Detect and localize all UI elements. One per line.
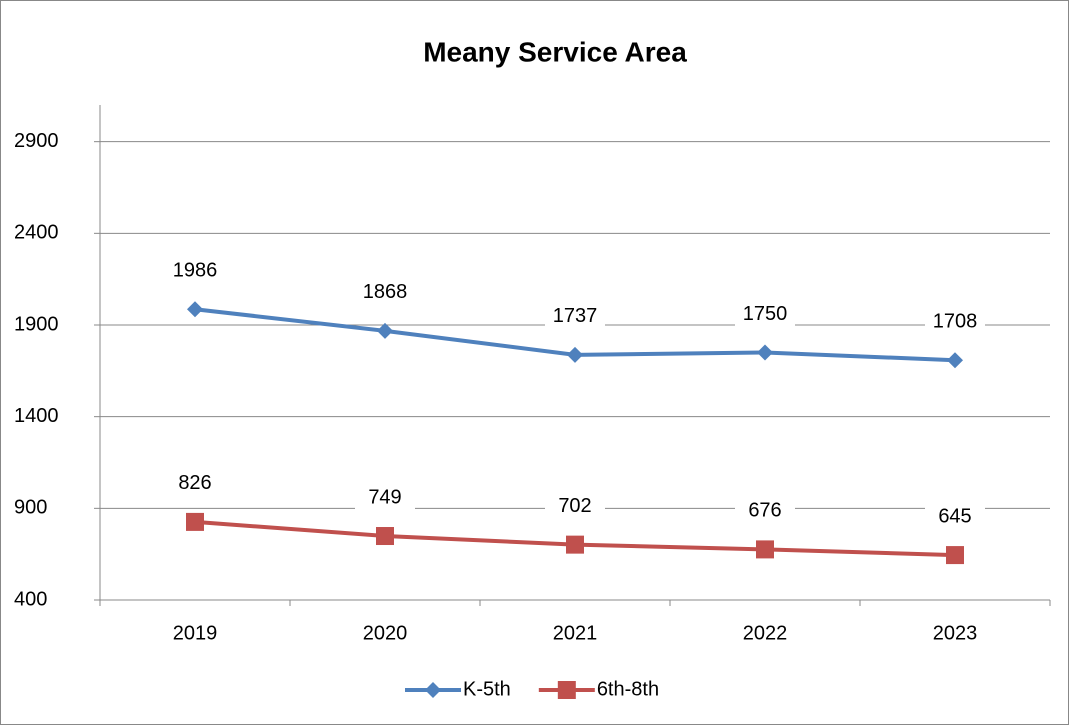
y-tick-label: 2900	[14, 130, 59, 152]
legend-label: 6th-8th	[597, 678, 659, 700]
label-bg	[355, 278, 415, 305]
label-bg	[165, 469, 225, 496]
marker	[377, 322, 393, 339]
label-bg	[355, 484, 415, 511]
marker	[947, 352, 963, 369]
legend-marker	[557, 681, 576, 699]
data-label: 702	[558, 495, 591, 517]
data-label: 1750	[743, 303, 788, 325]
marker	[376, 527, 394, 546]
y-tick-label: 1400	[14, 405, 59, 427]
x-tick-label: 2022	[743, 622, 788, 644]
label-bg	[545, 492, 605, 519]
x-tick-label: 2019	[173, 622, 218, 644]
marker	[946, 546, 964, 565]
marker	[567, 346, 583, 363]
label-bg	[545, 302, 605, 329]
x-tick-label: 2020	[363, 622, 408, 644]
data-label: 1986	[173, 260, 218, 282]
marker	[756, 540, 774, 559]
data-label: 826	[178, 472, 211, 494]
data-label: 676	[748, 500, 781, 522]
label-bg	[925, 503, 985, 530]
label-bg	[735, 497, 795, 524]
label-bg	[165, 257, 225, 284]
marker	[757, 344, 773, 361]
data-label: 749	[368, 486, 401, 508]
x-tick-label: 2023	[933, 622, 978, 644]
marker	[187, 301, 203, 318]
label-bg	[735, 300, 795, 327]
data-label: 645	[938, 505, 971, 527]
chart-title: Meany Service Area	[423, 36, 687, 67]
legend-marker	[425, 682, 441, 698]
y-tick-label: 1900	[14, 313, 59, 335]
legend-label: K-5th	[463, 678, 511, 700]
data-label: 1868	[363, 281, 408, 303]
data-label: 1708	[933, 310, 978, 332]
x-tick-label: 2021	[553, 622, 598, 644]
y-tick-label: 900	[14, 497, 47, 519]
marker	[566, 535, 584, 554]
label-bg	[925, 308, 985, 335]
y-tick-label: 2400	[14, 222, 59, 244]
marker	[186, 512, 204, 531]
data-label: 1737	[553, 305, 598, 327]
y-tick-label: 400	[14, 588, 47, 610]
